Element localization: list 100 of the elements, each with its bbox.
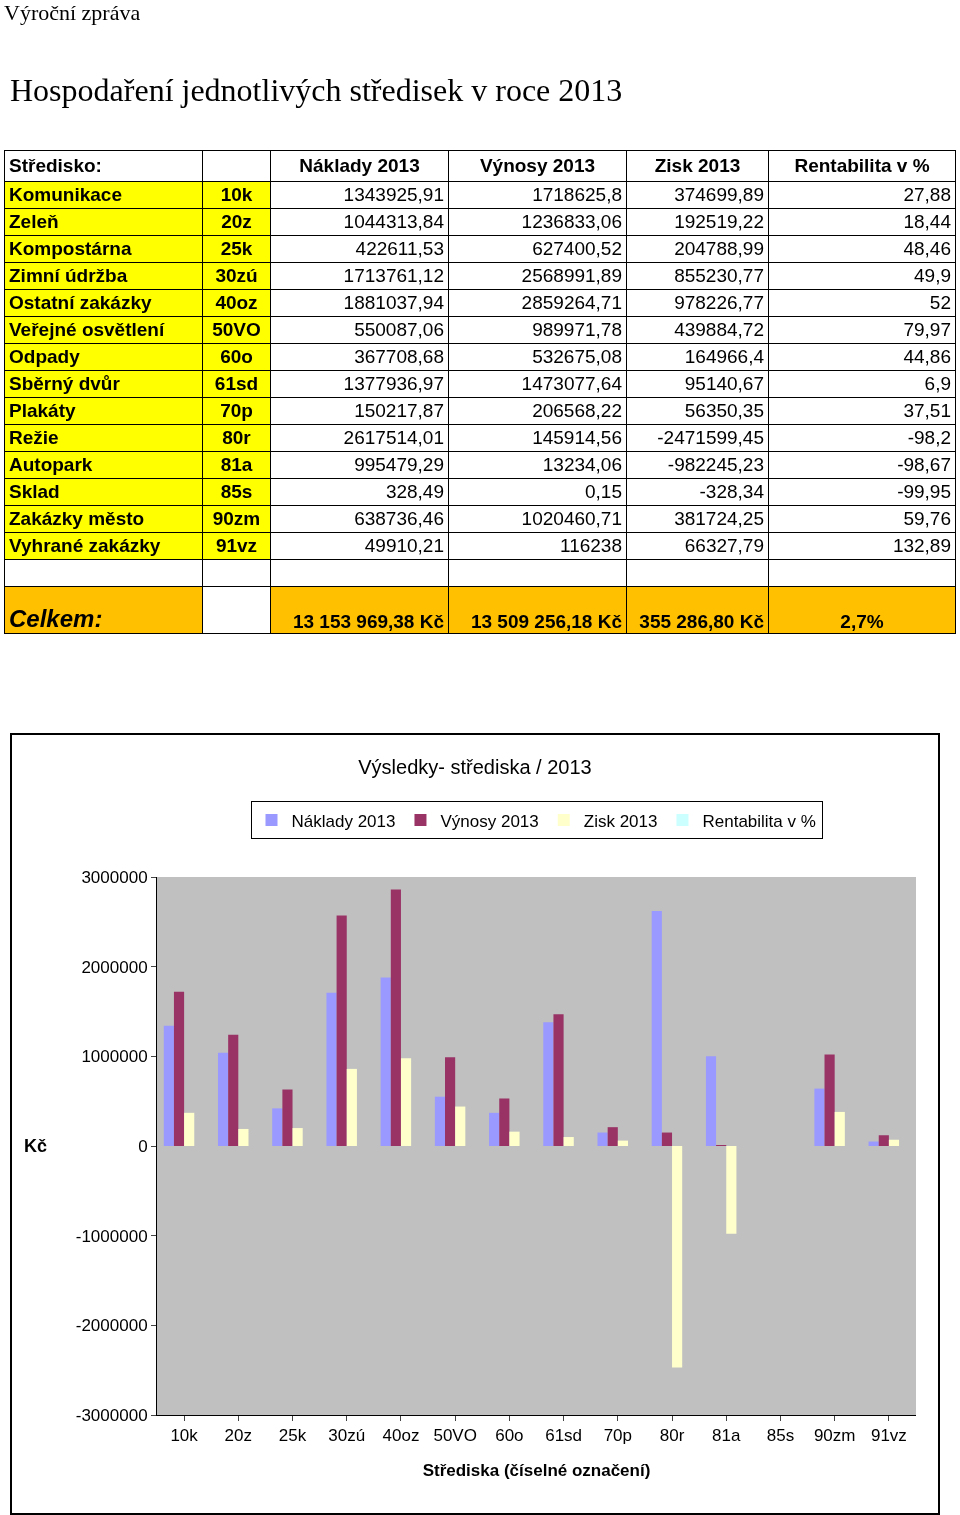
bar [282,1089,293,1146]
bar [543,1022,554,1146]
bar [597,1132,608,1146]
text: 80r [202,424,271,452]
text: 439884,72 [626,316,769,344]
bar [553,1014,564,1146]
bar [499,1098,510,1146]
text: 27,88 [768,181,956,209]
legend-label: Rentabilita v % [702,811,816,831]
text: 59,76 [768,505,956,533]
text: Režie [4,424,203,452]
text: 52 [768,289,956,317]
text: 49,9 [768,262,956,290]
text: Sběrný dvůr [4,370,203,398]
bar [184,1112,195,1146]
x-tick-label: 40oz [382,1426,420,1446]
x-tick-label: 70p [603,1426,633,1446]
text: 10k [202,181,271,209]
text: 20z [202,208,271,236]
bar [390,889,401,1146]
text: 2859264,71 [448,289,627,317]
text: 85s [202,478,271,506]
text: 81a [202,451,271,479]
text: 145914,56 [448,424,627,452]
text: 70p [202,397,271,425]
bar [400,1058,412,1146]
text: 0,15 [448,478,627,506]
text: -2471599,45 [626,424,769,452]
text: 1020460,71 [448,505,627,533]
x-tick-label: 30zú [328,1426,366,1446]
text: 6,9 [768,370,956,398]
text: 1343925,91 [270,181,449,209]
text: 18,44 [768,208,956,236]
text: Výnosy 2013 [448,150,627,182]
text: 627400,52 [448,235,627,263]
y-tick-label: -2000000 [75,1316,148,1336]
x-tick-label: 90zm [813,1426,856,1446]
bar [228,1034,239,1146]
text: 48,46 [768,235,956,263]
legend-label: Výnosy 2013 [440,811,539,831]
text: 422611,53 [270,235,449,263]
x-axis-title: Střediska (číselné označení) [422,1461,651,1480]
bar [509,1131,520,1146]
y-tick-label: 1000000 [81,1047,148,1067]
text: 206568,22 [448,397,627,425]
text: 66327,79 [626,532,769,560]
text: 56350,35 [626,397,769,425]
text: 79,97 [768,316,956,344]
text: 995479,29 [270,451,449,479]
bar [434,1096,446,1146]
text: 164966,4 [626,343,769,371]
text: 1044313,84 [270,208,449,236]
x-tick-label: 91vz [870,1426,907,1446]
x-tick-label: 60o [495,1426,524,1446]
text: 1473077,64 [448,370,627,398]
bar [563,1137,574,1146]
legend-label: Zisk 2013 [583,811,658,831]
bar [672,1146,683,1368]
text: 328,49 [270,478,449,506]
chart-title: Výsledky- střediska / 2013 [358,755,592,778]
text: 532675,08 [448,343,627,371]
text: Vyhrané zakázky [4,532,203,560]
text: Veřejné osvětlení [4,316,203,344]
text: 1236833,06 [448,208,627,236]
text: 37,51 [768,397,956,425]
x-tick-label: 50VO [433,1426,477,1446]
text: Plakáty [4,397,203,425]
text: Sklad [4,478,203,506]
text: -98,67 [768,451,956,479]
text: 1881037,94 [270,289,449,317]
bar [726,1146,737,1234]
text: 204788,99 [626,235,769,263]
text: -328,34 [626,478,769,506]
text: 44,86 [768,343,956,371]
x-tick-label: 80r [659,1426,685,1446]
text: 91vz [202,532,271,560]
x-tick-label: 85s [766,1426,795,1446]
bar [272,1108,283,1146]
bar [455,1106,466,1146]
bar [292,1128,303,1146]
text: Zakázky město [4,505,203,533]
text: 30zú [202,262,271,290]
text: -98,2 [768,424,956,452]
bar [888,1139,900,1146]
bar [617,1140,628,1146]
bar [607,1127,618,1146]
text: Odpady [4,343,203,371]
text: Komunikace [4,181,203,209]
text: 25k [202,235,271,263]
text: Kompostárna [4,235,203,263]
text: Zeleň [4,208,203,236]
text: 90zm [202,505,271,533]
bar [651,911,662,1146]
text: 13 153 969,38 Kč [270,586,449,634]
text: 374699,89 [626,181,769,209]
bar [217,1052,229,1146]
bar [380,977,391,1146]
text: Ostatní zakázky [4,289,203,317]
bar [326,992,337,1146]
text: Rentabilita v % [768,150,956,182]
